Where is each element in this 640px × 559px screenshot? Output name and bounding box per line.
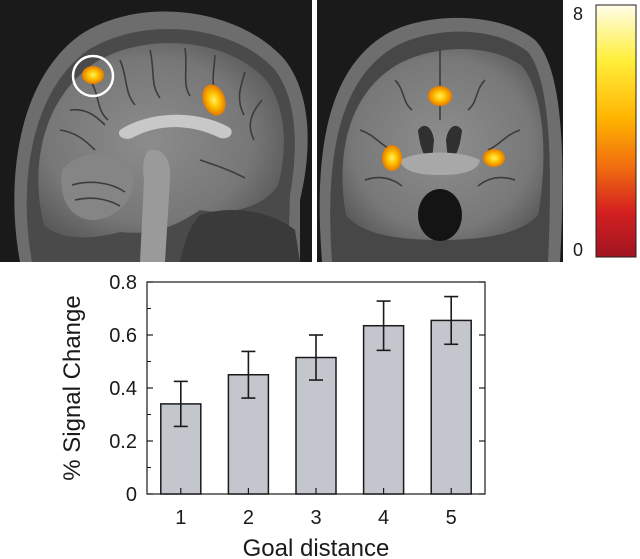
coronal-white-matter xyxy=(400,152,480,175)
y-tick-label: 0.2 xyxy=(109,431,137,453)
x-tick-label: 4 xyxy=(378,507,389,529)
y-tick-label: 0.8 xyxy=(109,272,137,294)
y-axis-label: % Signal Change xyxy=(59,295,86,480)
x-axis-label: Goal distance xyxy=(243,535,390,559)
activation-blob-coronal-superior xyxy=(428,86,452,106)
x-tick-label: 2 xyxy=(243,507,254,529)
coronal-lower-cavity xyxy=(418,189,462,241)
coronal-brain xyxy=(342,48,544,241)
colorbar: 8 0 xyxy=(573,4,637,260)
bar xyxy=(430,319,472,495)
x-tick-label: 1 xyxy=(175,507,186,529)
colorbar-gradient xyxy=(595,4,637,258)
colorbar-max-label: 8 xyxy=(573,4,583,24)
activation-blob-coronal-left xyxy=(382,145,402,171)
x-tick-label: 3 xyxy=(310,507,321,529)
roi-circle xyxy=(71,54,115,98)
activation-blob-coronal-right xyxy=(483,149,505,167)
y-tick-label: 0.4 xyxy=(109,378,137,400)
x-tick-label: 5 xyxy=(446,507,457,529)
activation-blob-precuneus xyxy=(82,66,104,84)
coronal-brain-image xyxy=(317,0,563,262)
sagittal-brain-image xyxy=(0,0,312,263)
sagittal-sulci xyxy=(59,47,263,207)
activation-blob-medial-frontal xyxy=(202,84,226,116)
sagittal-corpus-callosum xyxy=(118,114,232,139)
y-tick-label: 0.6 xyxy=(109,325,137,347)
sagittal-lower-structures xyxy=(180,210,300,262)
y-tick-label: 0 xyxy=(126,484,137,506)
bar-chart: 0 0.2 0.4 0.6 0.8 1 2 3 4 5 Goal distance % Signal … xyxy=(59,272,486,559)
coronal-ventricles xyxy=(418,125,462,161)
colorbar-min-label: 0 xyxy=(573,240,583,260)
bar xyxy=(362,324,405,495)
sagittal-brainstem xyxy=(140,149,171,262)
